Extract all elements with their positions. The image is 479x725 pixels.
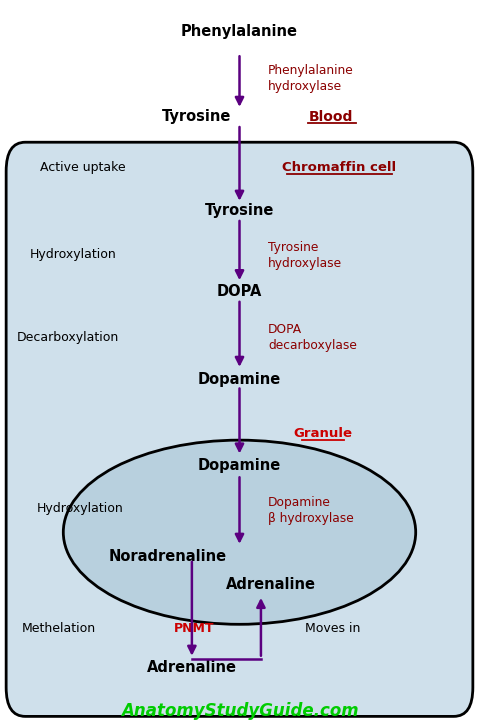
Text: Tyrosine
hydroxylase: Tyrosine hydroxylase — [268, 241, 342, 270]
Text: Decarboxylation: Decarboxylation — [17, 331, 119, 344]
Text: Chromaffin cell: Chromaffin cell — [283, 161, 397, 174]
Text: Tyrosine: Tyrosine — [205, 203, 274, 218]
Text: Tyrosine: Tyrosine — [162, 109, 231, 125]
Text: Granule: Granule — [293, 427, 353, 440]
Ellipse shape — [63, 440, 416, 624]
Text: Adrenaline: Adrenaline — [147, 660, 237, 675]
Text: Adrenaline: Adrenaline — [226, 576, 316, 592]
Text: Noradrenaline: Noradrenaline — [109, 549, 227, 563]
Text: Blood: Blood — [308, 110, 353, 124]
FancyBboxPatch shape — [6, 142, 473, 716]
Text: DOPA
decarboxylase: DOPA decarboxylase — [268, 323, 357, 352]
Text: Dopamine
β hydroxylase: Dopamine β hydroxylase — [268, 496, 354, 525]
Text: Methelation: Methelation — [22, 622, 96, 635]
Text: AnatomyStudyGuide.com: AnatomyStudyGuide.com — [121, 702, 358, 720]
Text: Dopamine: Dopamine — [198, 373, 281, 387]
Text: Hydroxylation: Hydroxylation — [29, 248, 116, 261]
Text: Phenylalanine: Phenylalanine — [181, 24, 298, 39]
Text: Active uptake: Active uptake — [40, 161, 125, 174]
Text: Phenylalanine
hydroxylase: Phenylalanine hydroxylase — [268, 65, 354, 94]
Text: DOPA: DOPA — [217, 284, 262, 299]
Text: PNMT: PNMT — [174, 622, 215, 635]
Text: Dopamine: Dopamine — [198, 457, 281, 473]
Text: Hydroxylation: Hydroxylation — [36, 502, 123, 515]
Text: Moves in: Moves in — [305, 622, 360, 635]
